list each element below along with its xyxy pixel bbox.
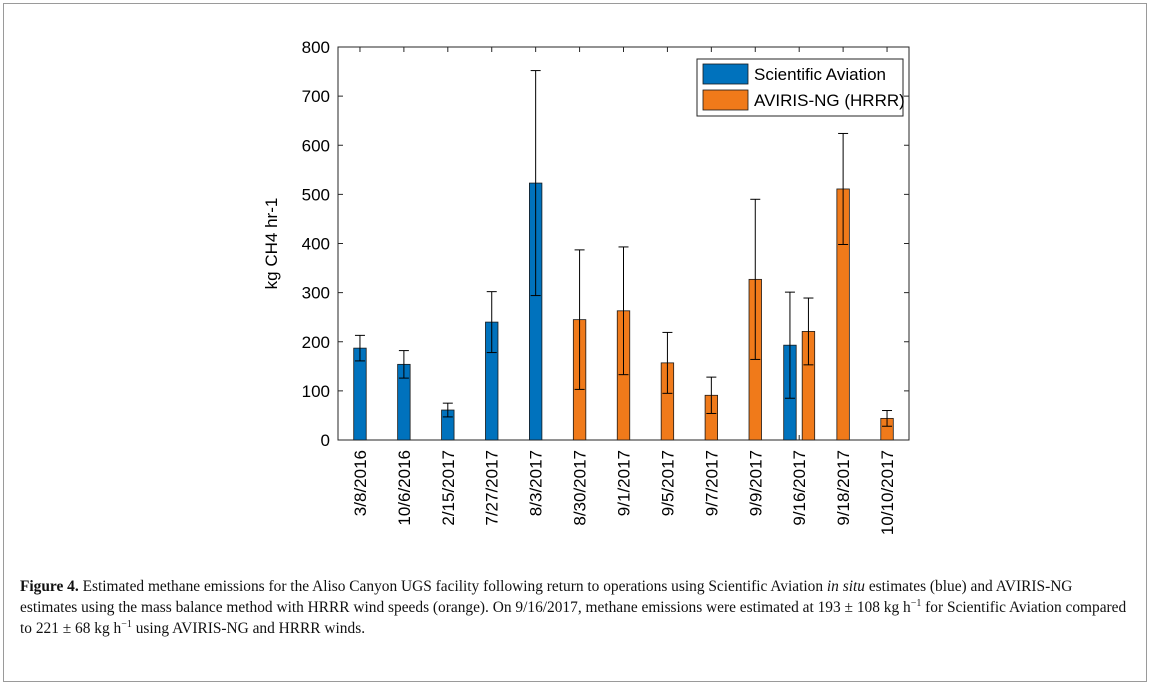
x-tick-label: 10/6/2016 <box>395 450 414 526</box>
caption-text-4: using AVIRIS-NG and HRRR winds. <box>131 620 366 637</box>
x-tick-label: 3/8/2016 <box>351 450 370 516</box>
x-tick-label: 8/3/2017 <box>527 450 546 516</box>
caption-sup-2: −1 <box>121 619 132 630</box>
x-tick-label: 9/18/2017 <box>834 450 853 526</box>
y-tick-label: 300 <box>302 284 330 303</box>
x-tick-label: 9/1/2017 <box>615 450 634 516</box>
x-tick-label: 9/9/2017 <box>746 450 765 516</box>
caption-text-3: for Scientific Aviation compared to 221 … <box>20 599 1127 637</box>
legend-swatch <box>702 63 749 85</box>
figure-caption: Figure 4. Estimated methane emissions fo… <box>20 576 1132 639</box>
bar-chart: 0 100 200 300 400 500 600 700 800 kg CH4 hr-1 3/8/… <box>262 38 910 535</box>
x-tick-label: 7/27/2017 <box>483 450 502 526</box>
legend-swatch <box>702 89 749 111</box>
x-tick-label: 10/10/2017 <box>878 450 897 535</box>
x-tick-label: 9/7/2017 <box>702 450 721 516</box>
y-tick-label: 200 <box>302 333 330 352</box>
legend-label: AVIRIS-NG (HRRR) <box>754 91 905 110</box>
bar-scientific-aviation <box>353 347 367 441</box>
x-tick-label: 9/16/2017 <box>790 450 809 526</box>
y-tick-label: 800 <box>302 38 330 57</box>
caption-label: Figure 4. <box>20 578 79 595</box>
x-tick-label: 9/5/2017 <box>658 450 677 516</box>
x-tick-label: 8/30/2017 <box>571 450 590 526</box>
legend-label: Scientific Aviation <box>754 65 886 84</box>
y-tick-label: 400 <box>302 235 330 254</box>
y-tick-label: 600 <box>302 136 330 155</box>
x-tick-label: 2/15/2017 <box>439 450 458 526</box>
caption-text-2: estimates (blue) and AVIRIS-NG estimates… <box>20 578 1073 616</box>
caption-sup-1: −1 <box>910 598 922 609</box>
y-tick-label: 100 <box>302 382 330 401</box>
y-tick-label: 0 <box>321 431 330 450</box>
y-tick-label: 700 <box>302 87 330 106</box>
caption-insitu: in situ <box>826 578 865 595</box>
y-axis-label: kg CH4 hr-1 <box>262 198 281 290</box>
caption-text-1: Estimated methane emissions for the Alis… <box>78 578 827 595</box>
y-tick-label: 500 <box>302 185 330 204</box>
